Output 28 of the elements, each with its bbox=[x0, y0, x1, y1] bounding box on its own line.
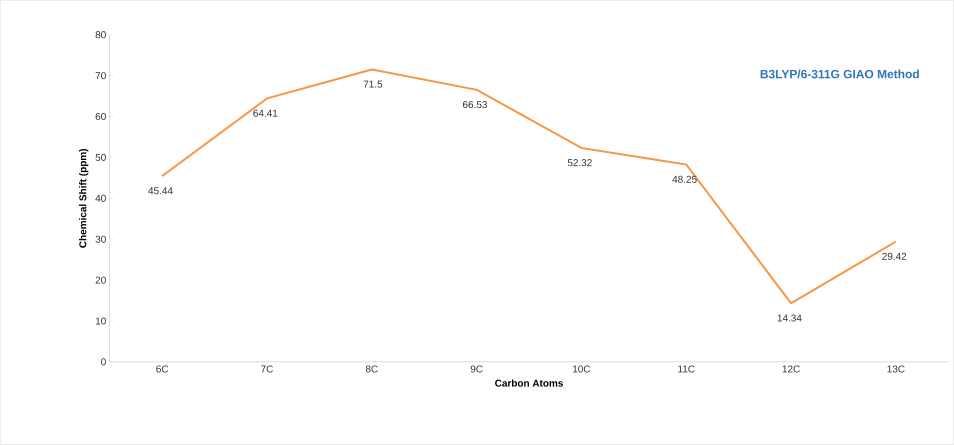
y-tick-label: 70 bbox=[96, 72, 106, 80]
y-tick-label: 20 bbox=[96, 276, 106, 284]
y-tick-label: 10 bbox=[96, 318, 106, 325]
data-label: 45.44 bbox=[148, 187, 173, 194]
data-label: 66.53 bbox=[462, 101, 488, 108]
x-tick-label: 8C bbox=[366, 366, 378, 373]
x-tick-label: 12C bbox=[782, 366, 800, 373]
data-label: 48.25 bbox=[672, 176, 697, 183]
x-tick-label: 9C bbox=[470, 366, 483, 373]
y-tick-label: 60 bbox=[96, 113, 106, 120]
y-tick-label: 80 bbox=[96, 31, 106, 38]
data-label: 71.5 bbox=[364, 80, 382, 88]
y-tick-label: 0 bbox=[101, 358, 106, 366]
x-tick-label: 7C bbox=[261, 366, 273, 373]
data-label: 14.34 bbox=[778, 314, 802, 322]
y-tick-label: 30 bbox=[96, 236, 106, 243]
data-label: 29.42 bbox=[882, 252, 906, 260]
x-tick-label: 13C bbox=[888, 366, 905, 373]
x-axis-title: Carbon Atoms bbox=[495, 380, 563, 387]
x-tick-label: 10C bbox=[573, 366, 590, 373]
data-label: 64.41 bbox=[253, 110, 278, 117]
y-axis-title: Chemical Shift (ppm) bbox=[79, 149, 88, 248]
x-tick-label: 6C bbox=[156, 366, 168, 373]
y-tick-label: 40 bbox=[95, 194, 106, 202]
data-label: 52.32 bbox=[568, 159, 592, 166]
x-tick-label: 11C bbox=[678, 366, 695, 373]
annotation: B3LYP/6-311G GIAO Method bbox=[760, 70, 919, 79]
y-tick-label: 50 bbox=[96, 154, 106, 162]
